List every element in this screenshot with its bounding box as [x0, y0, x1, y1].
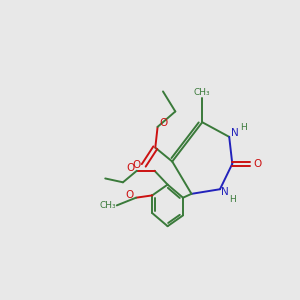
- Text: CH₃: CH₃: [99, 201, 116, 210]
- Text: H: H: [240, 123, 246, 132]
- Text: CH₃: CH₃: [194, 88, 211, 97]
- Text: N: N: [221, 187, 229, 197]
- Text: H: H: [229, 195, 236, 204]
- Text: O: O: [254, 159, 262, 169]
- Text: O: O: [132, 160, 140, 170]
- Text: O: O: [126, 190, 134, 200]
- Text: N: N: [232, 128, 239, 138]
- Text: O: O: [127, 163, 135, 173]
- Text: O: O: [160, 118, 168, 128]
